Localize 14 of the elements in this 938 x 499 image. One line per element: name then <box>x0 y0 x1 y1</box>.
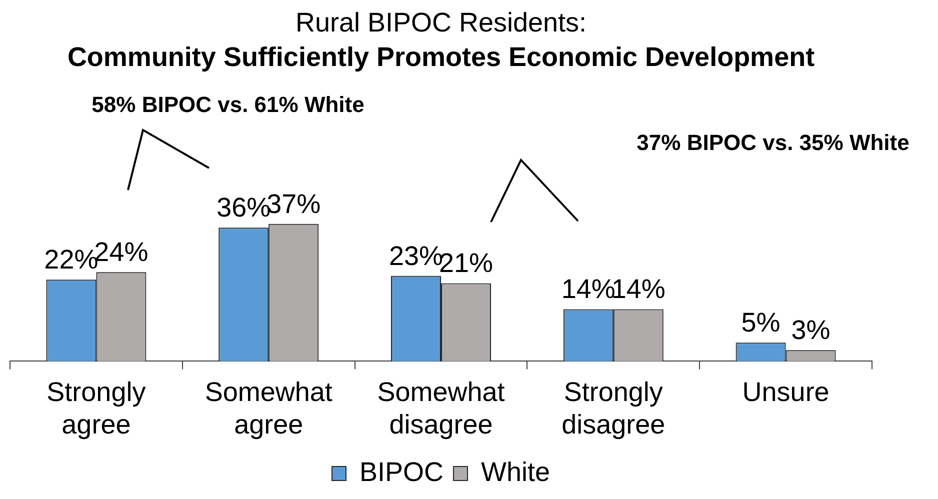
x-tick-label: Unsure <box>742 376 830 407</box>
text: 58% BIPOC vs. 61% White <box>92 92 364 117</box>
chart-title: Rural BIPOC Residents: <box>295 8 587 38</box>
chart-subtitle: Community Sufficiently Promotes Economic Development <box>67 42 815 72</box>
legend-label: White <box>481 456 550 487</box>
data-label: 14% <box>561 274 616 304</box>
data-label: 3% <box>791 315 830 346</box>
legend-label: BIPOC <box>359 456 444 487</box>
data-label: 5% <box>741 308 780 338</box>
x-tick-label: Strongly agree <box>46 376 146 440</box>
x-tick-label: Somewhat agree <box>204 376 333 440</box>
x-tick-label: Strongly disagree <box>562 376 666 440</box>
text: 37% BIPOC vs. 35% White <box>636 130 910 155</box>
x-tick-label: Somewhat disagree <box>377 376 506 440</box>
